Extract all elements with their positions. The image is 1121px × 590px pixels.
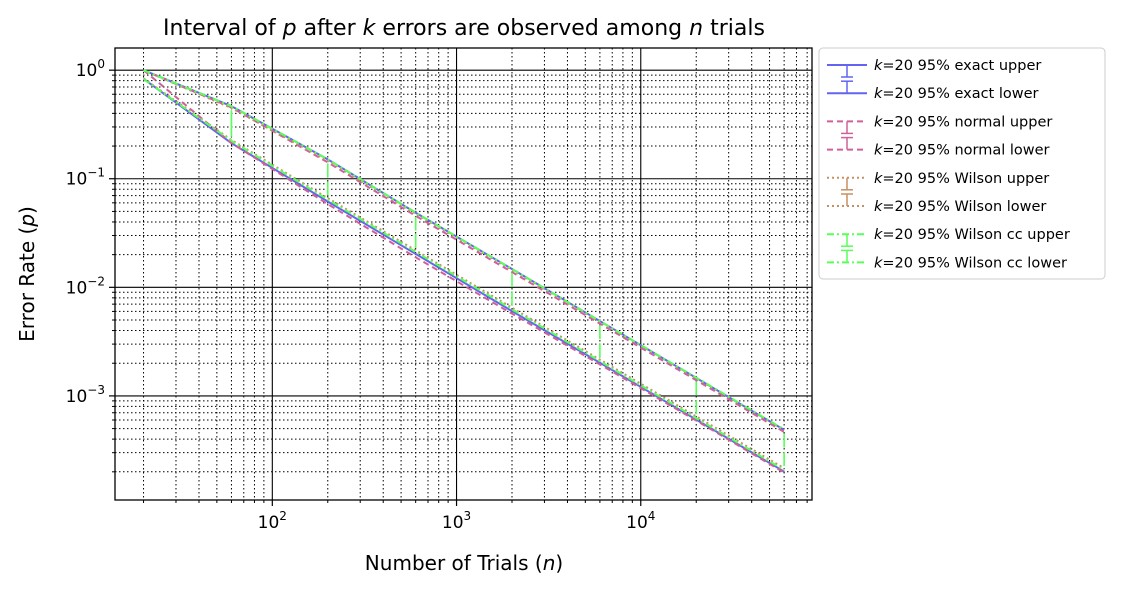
x-tick-label: 103 — [442, 509, 471, 533]
series-8 — [142, 78, 785, 471]
x-tick-label: 104 — [626, 509, 655, 533]
legend-item: k=20 95% Wilson upper — [827, 171, 1049, 191]
x-axis-label: Number of Trials (n) — [365, 551, 563, 575]
legend-item: k=20 95% Wilson cc upper — [827, 227, 1070, 247]
legend-item: k=20 95% exact lower — [827, 80, 1039, 102]
plot-frame — [114, 47, 813, 501]
legend-item: k=20 95% normal lower — [827, 136, 1050, 159]
series-line — [142, 77, 785, 470]
legend-label: k=20 95% Wilson upper — [874, 171, 1049, 187]
legend-label: k=20 95% exact lower — [874, 86, 1039, 102]
series-line — [143, 69, 785, 433]
series-line — [143, 69, 785, 431]
legend-item: k=20 95% exact upper — [827, 58, 1041, 78]
legend-label: k=20 95% exact upper — [874, 58, 1041, 74]
legend-item: k=20 95% Wilson lower — [827, 193, 1046, 215]
legend: k=20 95% exact upper k=20 95% exact lower… — [818, 47, 1106, 280]
legend-label: k=20 95% Wilson lower — [874, 199, 1046, 215]
legend-item: k=20 95% Wilson cc lower — [827, 249, 1067, 271]
y-tick-label: 100 — [76, 57, 105, 81]
chart-title: Interval of p after k errors are observe… — [163, 16, 765, 41]
x-tick-label: 102 — [258, 509, 287, 533]
y-tick-label: 10−3 — [66, 383, 105, 407]
y-tick-label: 10−2 — [66, 274, 105, 298]
legend-item: k=20 95% normal upper — [827, 114, 1052, 135]
y-tick-label: 10−1 — [66, 166, 105, 190]
legend-label: k=20 95% normal lower — [874, 143, 1050, 159]
legend-label: k=20 95% normal upper — [874, 114, 1052, 130]
legend-frame — [818, 47, 1106, 280]
series-7 — [143, 69, 785, 431]
series-3 — [143, 69, 785, 433]
series-layer — [142, 69, 785, 474]
series-line — [142, 69, 785, 474]
series-4 — [142, 69, 785, 474]
y-axis-label: Error Rate (p) — [15, 206, 39, 342]
grid — [115, 48, 812, 500]
series-line — [142, 78, 785, 471]
error-bars — [230, 110, 785, 466]
series-6 — [142, 77, 785, 470]
legend-label: k=20 95% Wilson cc lower — [874, 255, 1067, 271]
legend-label: k=20 95% Wilson cc upper — [874, 227, 1070, 243]
